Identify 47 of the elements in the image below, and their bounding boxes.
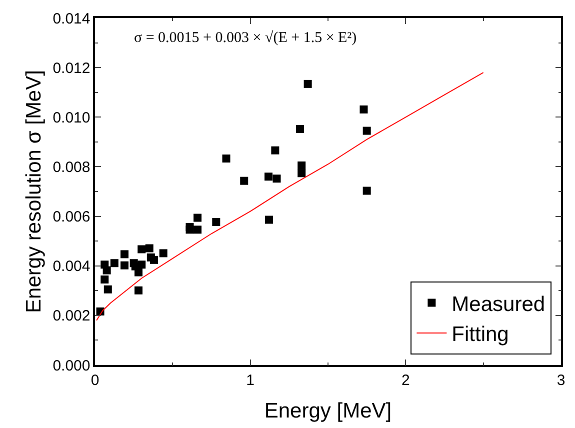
point bbox=[304, 80, 312, 88]
x-tick-label: 2 bbox=[402, 372, 410, 389]
point bbox=[150, 256, 158, 264]
point bbox=[298, 161, 306, 170]
point bbox=[212, 218, 220, 226]
point bbox=[159, 249, 168, 258]
point bbox=[240, 176, 248, 185]
y-tick-label: 0.006 bbox=[52, 208, 90, 226]
point bbox=[194, 214, 202, 222]
legend-label: Fitting bbox=[452, 323, 509, 346]
y-tick-label: 0.012 bbox=[52, 60, 90, 77]
annotation: σ = 0.0015 + 0.003 × √(E + 1.5 × E²) bbox=[134, 30, 357, 46]
y-tick-label: 0.002 bbox=[52, 308, 90, 325]
point bbox=[271, 146, 280, 154]
point bbox=[296, 125, 304, 134]
y-tick-label: 0.004 bbox=[52, 258, 90, 276]
point bbox=[272, 174, 281, 183]
point bbox=[138, 260, 146, 269]
point bbox=[110, 259, 118, 268]
x-tick-label: 1 bbox=[246, 372, 254, 389]
point bbox=[102, 266, 111, 274]
x-tick-label: 0 bbox=[90, 372, 100, 389]
point bbox=[120, 250, 129, 258]
point bbox=[120, 261, 129, 270]
x-axis-title: Energy [MeV] bbox=[264, 399, 392, 422]
point bbox=[362, 186, 371, 195]
y-tick-label: 0.008 bbox=[52, 158, 90, 176]
y-tick-label: 0.010 bbox=[52, 109, 90, 126]
legend-label: Measured bbox=[452, 292, 546, 316]
point bbox=[145, 244, 154, 252]
point bbox=[186, 222, 194, 231]
y-axis-title: Energy resolution σ [MeV] bbox=[22, 70, 46, 313]
point bbox=[134, 286, 142, 294]
point bbox=[264, 172, 273, 181]
y-tick-label: 0.000 bbox=[52, 357, 90, 374]
point bbox=[222, 154, 230, 163]
point bbox=[100, 275, 109, 284]
point bbox=[264, 216, 273, 224]
point bbox=[134, 268, 142, 276]
point bbox=[360, 105, 368, 114]
point bbox=[194, 226, 202, 234]
y-tick-label: 0.014 bbox=[52, 10, 90, 28]
point bbox=[362, 126, 371, 135]
point bbox=[298, 169, 306, 178]
point bbox=[104, 285, 112, 294]
point bbox=[138, 245, 146, 254]
x-tick-label: 3 bbox=[556, 372, 566, 389]
